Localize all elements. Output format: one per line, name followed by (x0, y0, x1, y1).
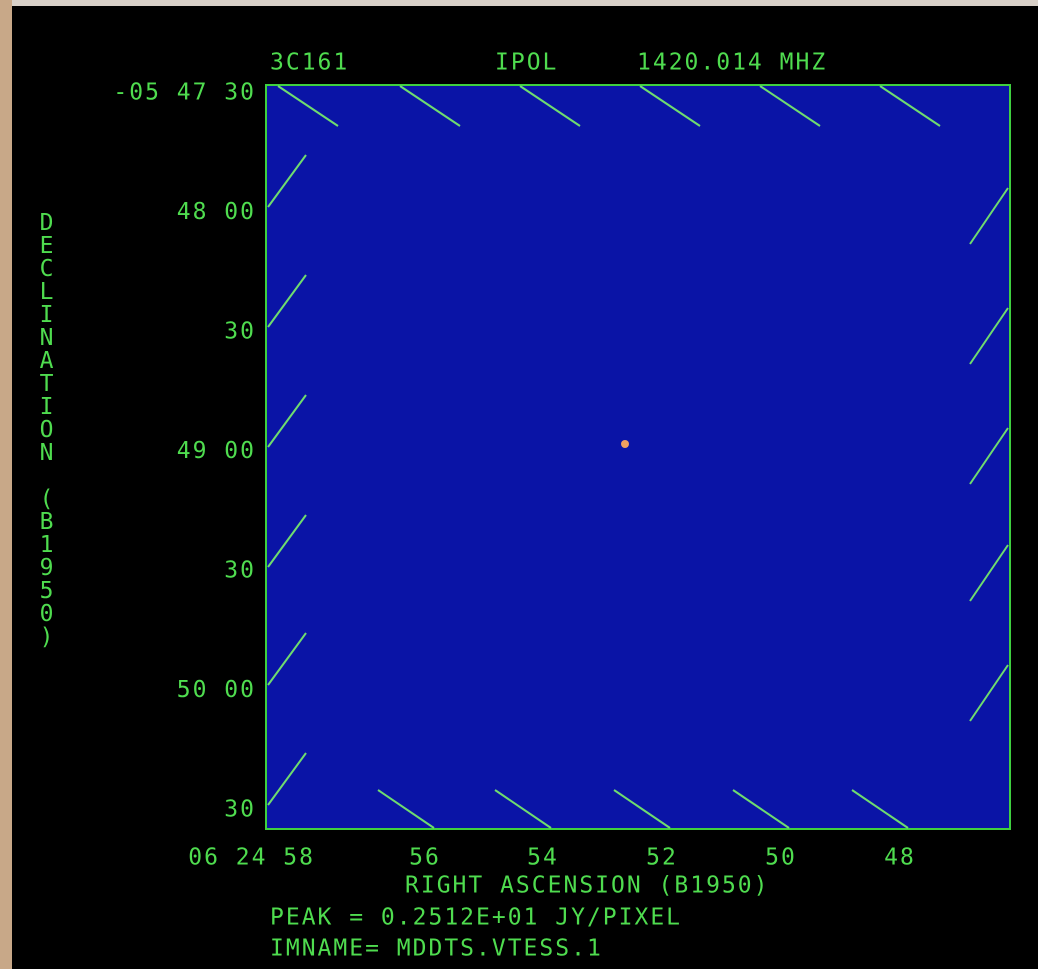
y-tick-label: 49 00 (177, 438, 256, 464)
image-name: IMNAME= MDDTS.VTESS.1 (270, 936, 603, 962)
y-tick-label: 48 00 (177, 199, 256, 225)
frequency: 1420.014 MHZ (637, 50, 827, 76)
x-tick-label: 52 (646, 845, 678, 871)
y-tick-label: 30 (224, 319, 256, 345)
stokes: IPOL (495, 50, 558, 76)
x-tick-label: 50 (765, 845, 797, 871)
x-tick-label: 06 24 58 (188, 845, 315, 871)
plot: 3C161 IPOL 1420.014 MHZ DECLINATION (B19… (0, 0, 1038, 969)
source-name: 3C161 (270, 50, 349, 76)
y-axis-title: DECLINATION (B1950) (34, 210, 60, 647)
x-tick-label: 54 (527, 845, 559, 871)
y-tick-label: -05 47 30 (113, 80, 256, 106)
y-tick-label: 30 (224, 558, 256, 584)
x-tick-label: 56 (409, 845, 441, 871)
window-edge (0, 0, 1038, 6)
y-tick-label: 30 (224, 797, 256, 823)
image-frame (266, 85, 1010, 829)
x-axis-title: RIGHT ASCENSION (B1950) (405, 873, 770, 899)
source-peak (621, 440, 629, 448)
window-edge (0, 0, 12, 969)
y-tick-label: 50 00 (177, 677, 256, 703)
x-tick-label: 48 (884, 845, 916, 871)
peak-label: PEAK = 0.2512E+01 JY/PIXEL (270, 905, 682, 931)
